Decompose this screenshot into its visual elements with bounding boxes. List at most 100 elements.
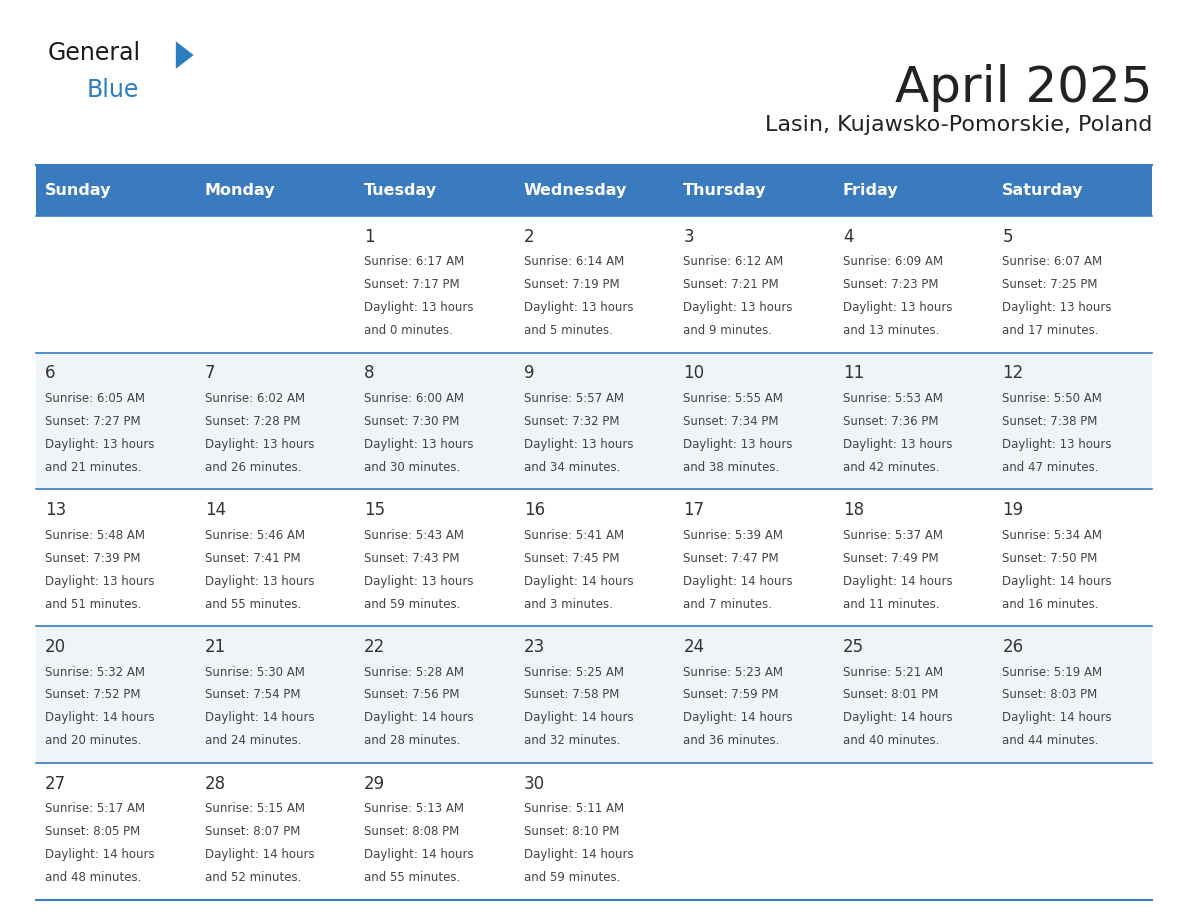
Text: 28: 28	[204, 775, 226, 793]
Text: Sunset: 7:54 PM: Sunset: 7:54 PM	[204, 688, 301, 701]
Text: 26: 26	[1003, 638, 1023, 656]
Text: Sunset: 8:01 PM: Sunset: 8:01 PM	[842, 688, 939, 701]
Text: Daylight: 14 hours: Daylight: 14 hours	[45, 711, 154, 724]
Text: and 44 minutes.: and 44 minutes.	[1003, 734, 1099, 747]
Text: and 9 minutes.: and 9 minutes.	[683, 324, 772, 337]
Text: and 42 minutes.: and 42 minutes.	[842, 461, 940, 474]
Text: Daylight: 13 hours: Daylight: 13 hours	[524, 438, 633, 451]
Text: Daylight: 14 hours: Daylight: 14 hours	[365, 711, 474, 724]
Text: 15: 15	[365, 501, 385, 520]
Bar	[355, 165, 514, 216]
Text: and 59 minutes.: and 59 minutes.	[365, 598, 461, 610]
Text: Sunset: 7:25 PM: Sunset: 7:25 PM	[1003, 278, 1098, 291]
Text: 4: 4	[842, 228, 853, 246]
Text: Saturday: Saturday	[1003, 183, 1083, 198]
Text: Daylight: 13 hours: Daylight: 13 hours	[365, 438, 474, 451]
Text: 21: 21	[204, 638, 226, 656]
Text: Sunrise: 5:15 AM: Sunrise: 5:15 AM	[204, 802, 304, 815]
Text: Sunrise: 5:48 AM: Sunrise: 5:48 AM	[45, 529, 145, 542]
Text: Daylight: 14 hours: Daylight: 14 hours	[524, 848, 633, 861]
Text: Sunset: 7:17 PM: Sunset: 7:17 PM	[365, 278, 460, 291]
Text: Sunrise: 5:30 AM: Sunrise: 5:30 AM	[204, 666, 304, 678]
Text: 7: 7	[204, 364, 215, 383]
Text: 22: 22	[365, 638, 385, 656]
Text: 24: 24	[683, 638, 704, 656]
Text: Sunrise: 5:34 AM: Sunrise: 5:34 AM	[1003, 529, 1102, 542]
Text: Sunset: 8:10 PM: Sunset: 8:10 PM	[524, 825, 619, 838]
Text: Daylight: 13 hours: Daylight: 13 hours	[365, 575, 474, 588]
Text: and 17 minutes.: and 17 minutes.	[1003, 324, 1099, 337]
Text: Daylight: 14 hours: Daylight: 14 hours	[365, 848, 474, 861]
Text: Sunset: 7:27 PM: Sunset: 7:27 PM	[45, 415, 140, 428]
Text: and 26 minutes.: and 26 minutes.	[204, 461, 302, 474]
Text: Monday: Monday	[204, 183, 276, 198]
Bar	[36, 489, 1152, 626]
Text: and 0 minutes.: and 0 minutes.	[365, 324, 453, 337]
Text: Daylight: 13 hours: Daylight: 13 hours	[683, 438, 792, 451]
Text: and 21 minutes.: and 21 minutes.	[45, 461, 141, 474]
Text: and 16 minutes.: and 16 minutes.	[1003, 598, 1099, 610]
Text: Sunrise: 5:41 AM: Sunrise: 5:41 AM	[524, 529, 624, 542]
Bar	[833, 165, 993, 216]
Text: Sunset: 7:50 PM: Sunset: 7:50 PM	[1003, 552, 1098, 565]
Text: Sunrise: 6:07 AM: Sunrise: 6:07 AM	[1003, 255, 1102, 268]
Text: Lasin, Kujawsko-Pomorskie, Poland: Lasin, Kujawsko-Pomorskie, Poland	[765, 115, 1152, 135]
Text: Thursday: Thursday	[683, 183, 766, 198]
Text: Sunrise: 5:55 AM: Sunrise: 5:55 AM	[683, 392, 783, 405]
Text: Sunrise: 6:17 AM: Sunrise: 6:17 AM	[365, 255, 465, 268]
Text: 11: 11	[842, 364, 864, 383]
Text: Sunrise: 5:13 AM: Sunrise: 5:13 AM	[365, 802, 465, 815]
Text: 8: 8	[365, 364, 374, 383]
Text: Sunset: 8:05 PM: Sunset: 8:05 PM	[45, 825, 140, 838]
Text: and 51 minutes.: and 51 minutes.	[45, 598, 141, 610]
Text: Tuesday: Tuesday	[365, 183, 437, 198]
Text: 3: 3	[683, 228, 694, 246]
Text: Daylight: 13 hours: Daylight: 13 hours	[45, 438, 154, 451]
Text: and 7 minutes.: and 7 minutes.	[683, 598, 772, 610]
Text: 25: 25	[842, 638, 864, 656]
Text: Sunset: 7:21 PM: Sunset: 7:21 PM	[683, 278, 779, 291]
Text: 12: 12	[1003, 364, 1024, 383]
Text: Sunrise: 5:37 AM: Sunrise: 5:37 AM	[842, 529, 943, 542]
Text: 9: 9	[524, 364, 535, 383]
Text: 13: 13	[45, 501, 67, 520]
Text: Daylight: 13 hours: Daylight: 13 hours	[1003, 438, 1112, 451]
Text: Sunrise: 5:28 AM: Sunrise: 5:28 AM	[365, 666, 465, 678]
Text: Wednesday: Wednesday	[524, 183, 627, 198]
Text: and 28 minutes.: and 28 minutes.	[365, 734, 461, 747]
Text: and 40 minutes.: and 40 minutes.	[842, 734, 940, 747]
Text: Sunrise: 5:23 AM: Sunrise: 5:23 AM	[683, 666, 783, 678]
Text: Sunset: 7:28 PM: Sunset: 7:28 PM	[204, 415, 301, 428]
Text: Daylight: 14 hours: Daylight: 14 hours	[524, 711, 633, 724]
Text: Sunset: 7:47 PM: Sunset: 7:47 PM	[683, 552, 779, 565]
Text: Sunset: 7:49 PM: Sunset: 7:49 PM	[842, 552, 939, 565]
Text: Daylight: 14 hours: Daylight: 14 hours	[842, 711, 953, 724]
Text: 29: 29	[365, 775, 385, 793]
Text: Daylight: 14 hours: Daylight: 14 hours	[842, 575, 953, 588]
Text: Daylight: 14 hours: Daylight: 14 hours	[204, 848, 315, 861]
Text: Sunrise: 5:50 AM: Sunrise: 5:50 AM	[1003, 392, 1102, 405]
Text: 10: 10	[683, 364, 704, 383]
Bar	[36, 763, 1152, 900]
Text: Sunset: 7:52 PM: Sunset: 7:52 PM	[45, 688, 140, 701]
Text: Daylight: 13 hours: Daylight: 13 hours	[45, 575, 154, 588]
Text: and 5 minutes.: and 5 minutes.	[524, 324, 613, 337]
Text: Sunrise: 5:19 AM: Sunrise: 5:19 AM	[1003, 666, 1102, 678]
Bar	[993, 165, 1152, 216]
Text: Daylight: 14 hours: Daylight: 14 hours	[1003, 575, 1112, 588]
Text: Daylight: 14 hours: Daylight: 14 hours	[1003, 711, 1112, 724]
Text: Sunset: 7:38 PM: Sunset: 7:38 PM	[1003, 415, 1098, 428]
Text: Sunset: 7:36 PM: Sunset: 7:36 PM	[842, 415, 939, 428]
Text: and 36 minutes.: and 36 minutes.	[683, 734, 779, 747]
Text: Sunset: 7:58 PM: Sunset: 7:58 PM	[524, 688, 619, 701]
Bar	[674, 165, 833, 216]
Text: Sunset: 7:43 PM: Sunset: 7:43 PM	[365, 552, 460, 565]
Text: Sunset: 7:34 PM: Sunset: 7:34 PM	[683, 415, 779, 428]
Text: Sunrise: 6:09 AM: Sunrise: 6:09 AM	[842, 255, 943, 268]
Text: Sunset: 7:32 PM: Sunset: 7:32 PM	[524, 415, 619, 428]
Text: Sunset: 7:45 PM: Sunset: 7:45 PM	[524, 552, 619, 565]
Text: Sunrise: 5:39 AM: Sunrise: 5:39 AM	[683, 529, 783, 542]
Text: Daylight: 13 hours: Daylight: 13 hours	[204, 438, 314, 451]
Text: and 20 minutes.: and 20 minutes.	[45, 734, 141, 747]
Text: Sunrise: 5:21 AM: Sunrise: 5:21 AM	[842, 666, 943, 678]
